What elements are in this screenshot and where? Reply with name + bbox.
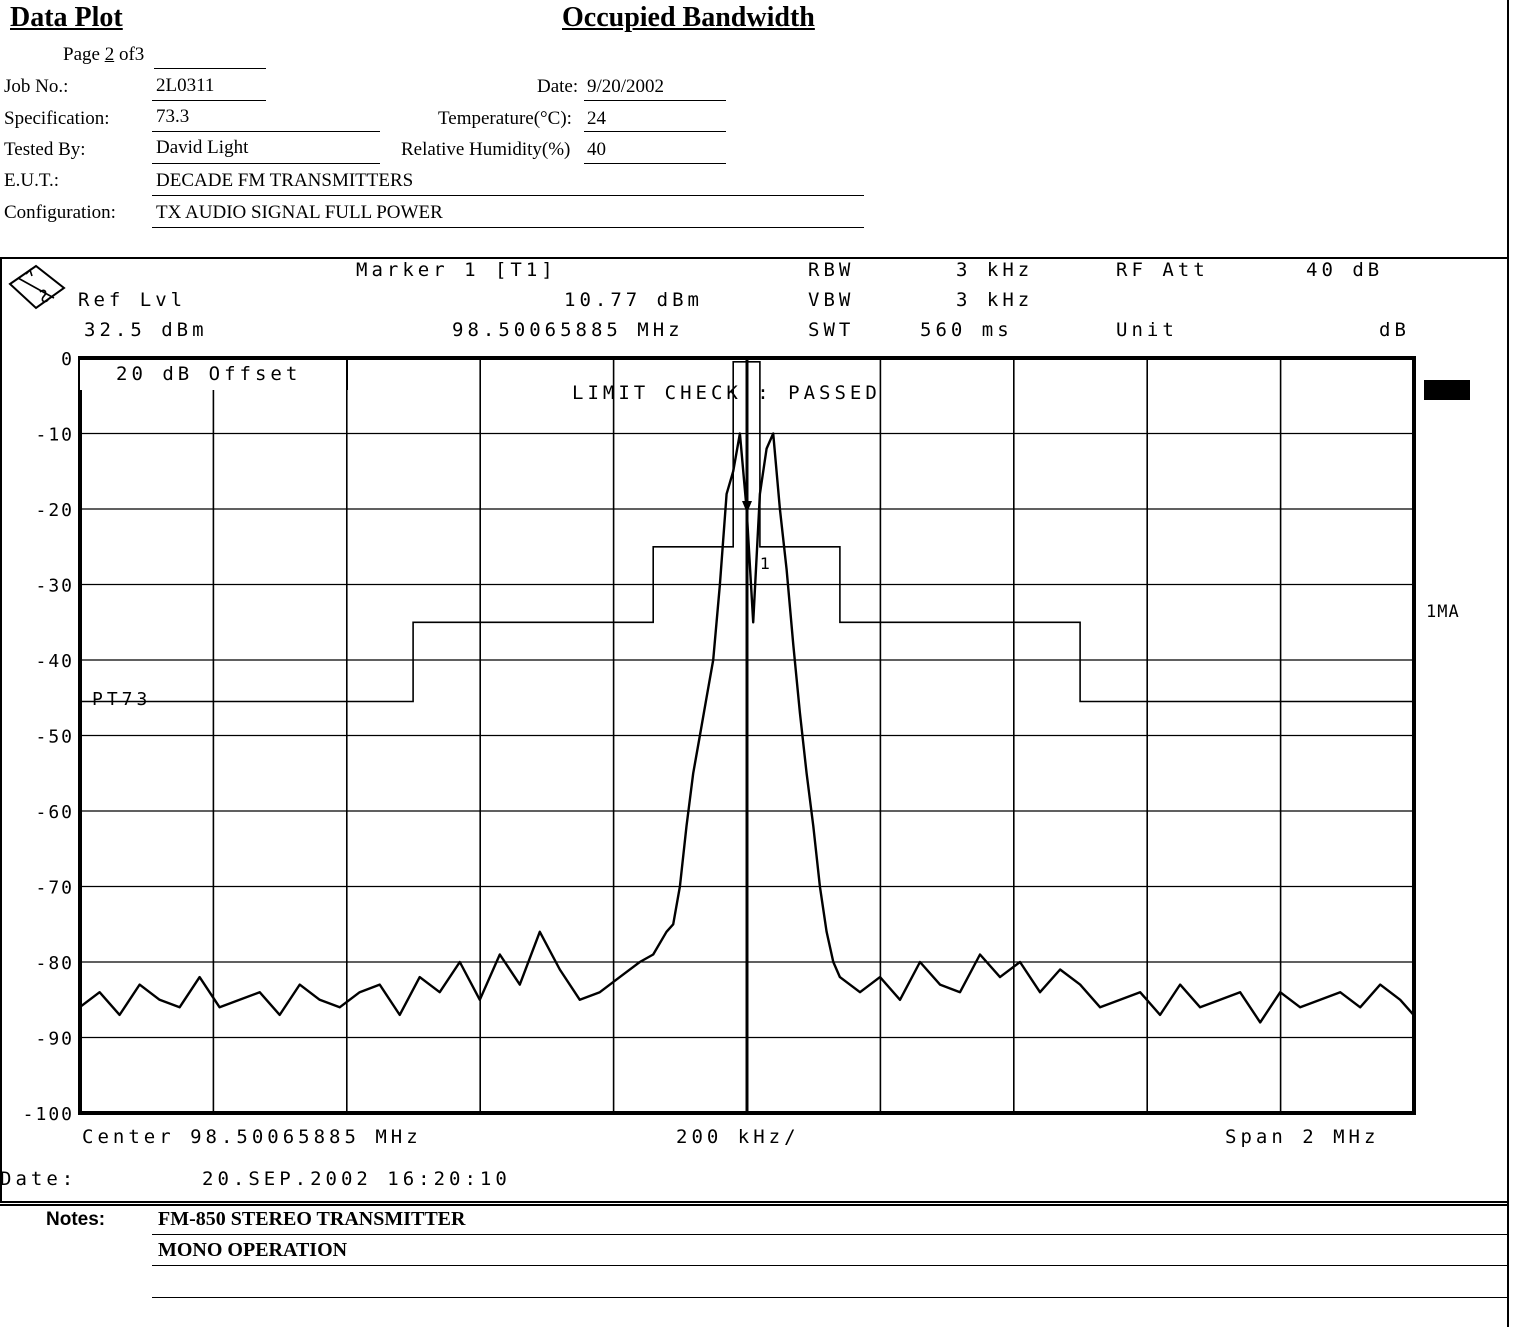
job-no-value: 2L0311 — [156, 75, 215, 96]
specification-label: Specification: — [4, 108, 110, 129]
span-per-division: 200 kHz/ — [676, 1126, 800, 1148]
limit-line-pt73 — [80, 361, 1414, 703]
ytick-label-5: -50 — [35, 727, 74, 748]
rf-att-value: 40 dB — [1306, 259, 1384, 281]
ytick-label-7: -70 — [35, 878, 74, 899]
configuration-label: Configuration: — [4, 202, 116, 223]
occupied-bandwidth-title: Occupied Bandwidth — [562, 2, 815, 33]
marker-label: Marker 1 [T1] — [356, 259, 557, 281]
page-indicator: Page 2 of3 — [63, 44, 144, 66]
ref-lvl-label: Ref Lvl — [78, 289, 187, 311]
notes-line-2: MONO OPERATION — [158, 1239, 348, 1261]
notes-underline-3 — [152, 1297, 1507, 1298]
sweep-date-label: Date: — [0, 1168, 78, 1190]
span-text: Span 2 MHz — [1225, 1126, 1380, 1148]
limit-check-text: LIMIT CHECK : PASSED — [572, 382, 881, 404]
eut-underline — [152, 195, 864, 196]
swt-label: SWT — [808, 319, 855, 341]
ytick-label-10: -100 — [23, 1104, 74, 1125]
temperature-underline — [584, 131, 726, 132]
ytick-label-0: 0 — [61, 349, 74, 370]
humidity-value: 40 — [587, 139, 606, 160]
notes-top-border — [0, 1204, 1509, 1206]
marker-tag: 1 — [760, 554, 771, 573]
page-total: 3 — [134, 44, 145, 65]
rf-att-label: RF Att — [1116, 259, 1209, 281]
specification-underline — [152, 131, 380, 132]
notes-line-1: FM-850 STEREO TRANSMITTER — [158, 1208, 466, 1230]
analyzer-frame — [0, 257, 1509, 1203]
ytick-label-4: -40 — [35, 651, 74, 672]
marker-1-symbol — [742, 501, 752, 513]
eut-label: E.U.T.: — [4, 170, 60, 191]
unit-value: dB — [1379, 319, 1410, 341]
humidity-underline — [584, 163, 726, 164]
trace-tag: 1MA — [1426, 602, 1460, 622]
tested-by-value: David Light — [156, 137, 249, 158]
tested-by-underline — [152, 163, 380, 164]
humidity-label: Relative Humidity(%) — [401, 139, 571, 160]
specification-value: 73.3 — [156, 106, 190, 127]
offset-box — [80, 360, 348, 390]
spectrum-trace — [78, 432, 1415, 1024]
tested-by-label: Tested By: — [4, 139, 86, 160]
unit-label: Unit — [1116, 319, 1178, 341]
job-no-underline — [152, 100, 266, 101]
offset-text: 20 dB Offset — [116, 363, 302, 385]
configuration-value: TX AUDIO SIGNAL FULL POWER — [156, 202, 443, 223]
notes-label: Notes: — [46, 1209, 106, 1230]
page-prefix: Page — [63, 44, 100, 65]
data-plot-title: Data Plot — [10, 2, 123, 33]
temperature-label: Temperature(°C): — [438, 108, 572, 129]
rbw-label: RBW — [808, 259, 855, 281]
marker-level: 10.77 dBm — [564, 289, 703, 311]
center-frequency: Center 98.50065885 MHz — [82, 1126, 422, 1148]
date-value: 9/20/2002 — [587, 76, 665, 97]
vbw-value: 3 kHz — [956, 289, 1034, 311]
vbw-label: VBW — [808, 289, 855, 311]
ref-lvl-value: 32.5 dBm — [84, 319, 208, 341]
marker-frequency: 98.50065885 MHz — [452, 319, 684, 341]
temperature-value: 24 — [587, 108, 606, 129]
limit-line-label: PT73 — [92, 689, 152, 710]
page-underline — [154, 68, 266, 69]
eut-value: DECADE FM TRANSMITTERS — [156, 170, 414, 191]
page-of: of — [118, 44, 135, 65]
date-underline — [584, 100, 726, 101]
configuration-underline — [152, 227, 864, 228]
swt-value: 560 ms — [920, 319, 1013, 341]
page-number: 2 — [104, 44, 115, 65]
job-no-label: Job No.: — [4, 76, 69, 97]
sweep-date-value: 20.SEP.2002 16:20:10 — [202, 1168, 511, 1190]
rbw-value: 3 kHz — [956, 259, 1034, 281]
ytick-label-8: -80 — [35, 953, 74, 974]
trace-indicator-block — [1424, 380, 1470, 400]
plot-area-border — [78, 356, 1416, 1115]
ytick-label-6: -60 — [35, 802, 74, 823]
rs-logo-icon — [8, 264, 66, 310]
ytick-label-1: -10 — [35, 425, 74, 446]
date-label: Date: — [537, 76, 579, 97]
notes-underline-1 — [152, 1234, 1507, 1235]
ytick-label-9: -90 — [35, 1029, 74, 1050]
ytick-label-3: -30 — [35, 576, 74, 597]
ytick-label-2: -20 — [35, 500, 74, 521]
notes-underline-2 — [152, 1265, 1507, 1266]
